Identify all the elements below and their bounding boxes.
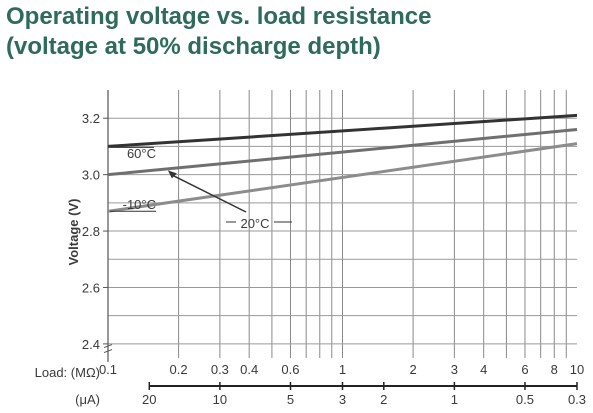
axis-break-mark	[103, 344, 113, 354]
series-line	[107, 113, 578, 148]
series-label: -10°C	[123, 197, 156, 212]
series-label: 60°C	[127, 146, 156, 161]
x-tick-label: 0.4	[240, 362, 258, 377]
chart-title-line-1: Operating voltage vs. load resistance	[6, 3, 432, 30]
x2-tick-label: 0.3	[568, 392, 586, 407]
x2-tick-label: 5	[287, 392, 294, 407]
y-tick-label: 2.4	[82, 337, 100, 352]
y-tick-label: 2.8	[82, 224, 100, 239]
series-line	[107, 128, 578, 177]
x-axis-unit-label: Load: (MΩ)	[35, 365, 100, 380]
x-tick-label: 2	[409, 362, 416, 377]
x2-axis-unit-label: (μA)	[75, 392, 100, 407]
label-leader-arrow	[170, 173, 247, 213]
chart-title-line-2: (voltage at 50% discharge depth)	[6, 33, 381, 60]
x2-tick-label: 1	[451, 392, 458, 407]
x-tick-label: 4	[480, 362, 487, 377]
y-tick-label: 3.0	[82, 168, 100, 183]
x-tick-label: 6	[521, 362, 528, 377]
series-line	[107, 142, 578, 213]
y-axis-label: Voltage (V)	[66, 199, 81, 266]
x2-tick-label: 3	[339, 392, 346, 407]
x2-tick-label: 10	[213, 392, 227, 407]
x2-tick-label: 20	[142, 392, 156, 407]
y-tick-label: 3.2	[82, 111, 100, 126]
x-tick-label: 8	[551, 362, 558, 377]
x-tick-label: 0.3	[211, 362, 229, 377]
x2-tick-label: 0.5	[516, 392, 534, 407]
x-tick-label: 3	[451, 362, 458, 377]
y-tick-label: 2.6	[82, 280, 100, 295]
chart-title: Operating voltage vs. load resistance (v…	[6, 2, 431, 62]
x-tick-label: 0.6	[281, 362, 299, 377]
series-label: 20°C	[240, 216, 269, 231]
x2-tick-label: 2	[380, 392, 387, 407]
x-tick-label: 1	[339, 362, 346, 377]
arrow-head	[167, 170, 177, 179]
x-tick-label: 10	[570, 362, 584, 377]
x-tick-label: 0.2	[170, 362, 188, 377]
x-tick-label: 0.1	[99, 362, 117, 377]
